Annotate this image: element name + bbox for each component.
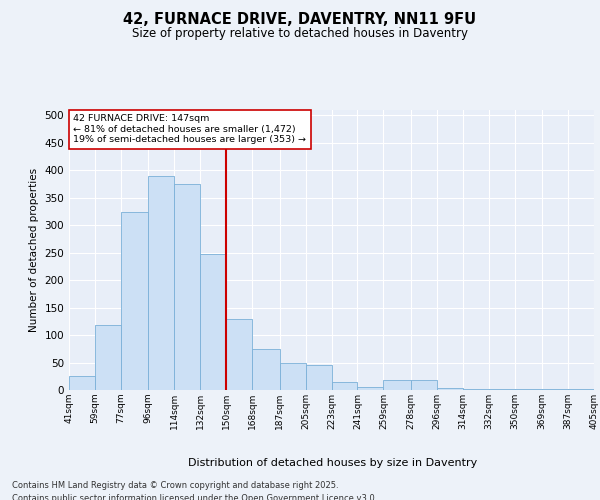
Text: 42, FURNACE DRIVE, DAVENTRY, NN11 9FU: 42, FURNACE DRIVE, DAVENTRY, NN11 9FU — [124, 12, 476, 28]
Bar — [200, 254, 226, 390]
Y-axis label: Number of detached properties: Number of detached properties — [29, 168, 39, 332]
Bar — [148, 176, 174, 390]
Text: 42 FURNACE DRIVE: 147sqm
← 81% of detached houses are smaller (1,472)
19% of sem: 42 FURNACE DRIVE: 147sqm ← 81% of detach… — [73, 114, 307, 144]
Bar — [95, 325, 121, 390]
Bar — [121, 212, 148, 390]
Bar — [542, 389, 568, 390]
Bar — [383, 380, 411, 390]
Bar — [305, 366, 331, 390]
Bar — [437, 388, 463, 390]
Text: Distribution of detached houses by size in Daventry: Distribution of detached houses by size … — [188, 458, 478, 468]
Bar — [515, 389, 542, 390]
Text: Contains public sector information licensed under the Open Government Licence v3: Contains public sector information licen… — [12, 494, 377, 500]
Bar — [489, 389, 515, 390]
Text: Contains HM Land Registry data © Crown copyright and database right 2025.: Contains HM Land Registry data © Crown c… — [12, 481, 338, 490]
Bar — [463, 389, 489, 390]
Bar — [280, 362, 305, 390]
Bar — [174, 184, 200, 390]
Bar — [331, 382, 358, 390]
Bar — [411, 380, 437, 390]
Text: Size of property relative to detached houses in Daventry: Size of property relative to detached ho… — [132, 28, 468, 40]
Bar — [226, 318, 252, 390]
Bar — [568, 389, 594, 390]
Bar — [358, 388, 383, 390]
Bar — [69, 376, 95, 390]
Bar — [252, 349, 280, 390]
